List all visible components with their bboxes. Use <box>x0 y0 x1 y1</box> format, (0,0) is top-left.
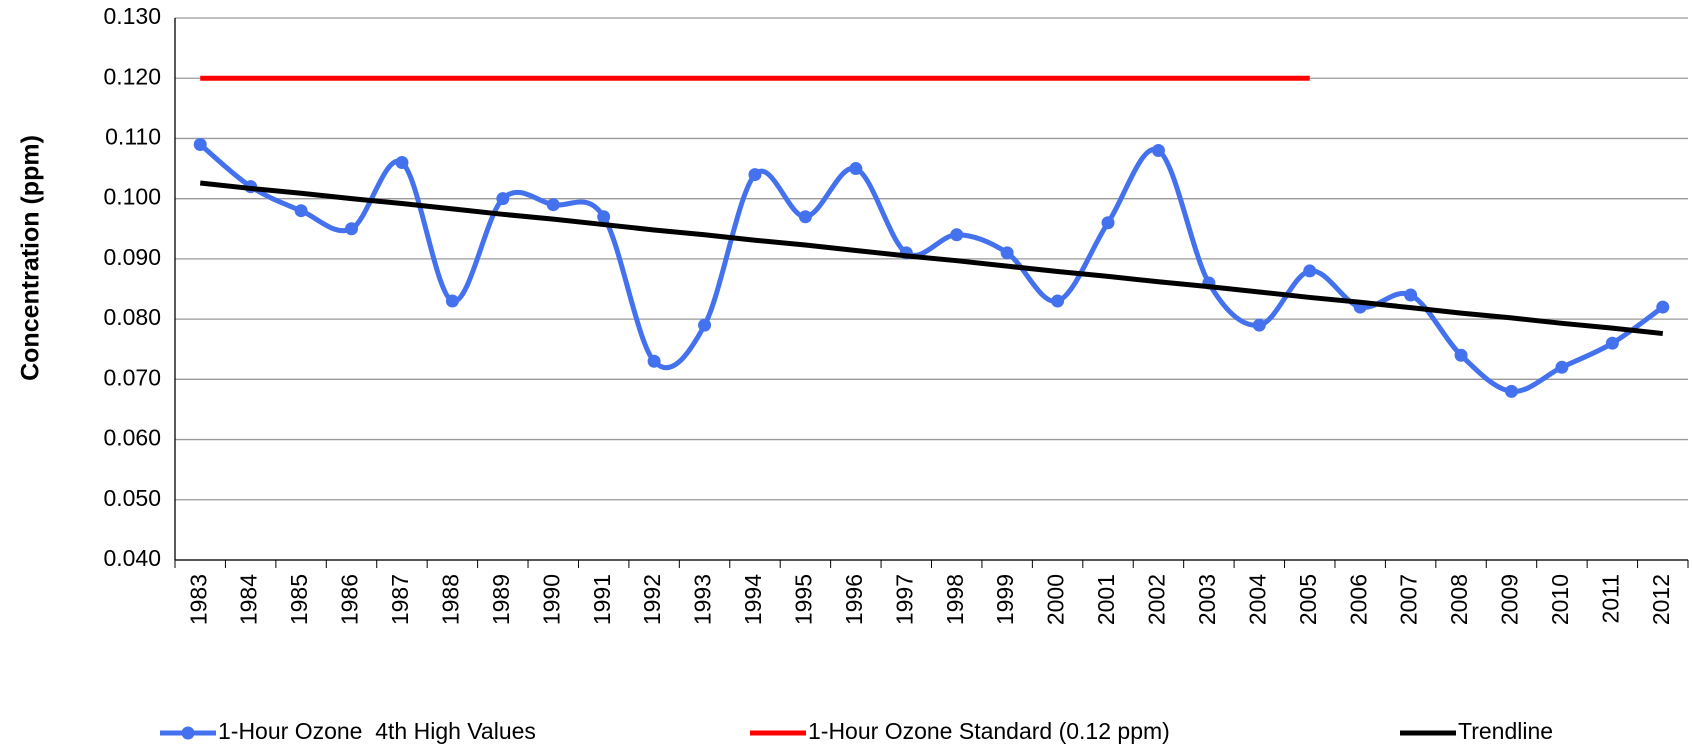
x-tick-label: 1999 <box>992 574 1018 625</box>
x-tick-label: 1993 <box>690 574 716 625</box>
y-tick-label: 0.070 <box>103 364 161 390</box>
x-tick-label: 2003 <box>1194 574 1220 625</box>
point <box>1454 348 1468 362</box>
point <box>1101 216 1115 230</box>
x-tick-label: 1990 <box>538 574 564 625</box>
point <box>445 294 459 308</box>
x-tick-label: 1988 <box>437 574 463 625</box>
point <box>345 222 359 236</box>
x-tick-label: 1983 <box>185 574 211 625</box>
x-tick-label: 2001 <box>1093 574 1119 625</box>
legend-label: 1-Hour Ozone 4th High Values <box>218 718 536 744</box>
point <box>950 228 964 242</box>
x-tick-label: 1989 <box>488 574 514 625</box>
x-tick-label: 2011 <box>1597 574 1623 623</box>
point <box>1000 246 1014 260</box>
x-tick-label: 2009 <box>1497 574 1523 625</box>
point <box>1303 264 1317 278</box>
point <box>395 156 409 170</box>
y-tick-label: 0.080 <box>103 304 161 330</box>
x-tick-label: 1991 <box>589 574 615 625</box>
series-line <box>198 142 1665 394</box>
x-tick-label: 2006 <box>1345 574 1371 625</box>
x-tick-label: 2005 <box>1295 574 1321 625</box>
point <box>748 168 762 182</box>
y-tick-label: 0.130 <box>103 3 161 29</box>
y-tick-label: 0.120 <box>103 63 161 89</box>
x-tick-label: 1995 <box>790 574 816 625</box>
point <box>294 204 308 218</box>
x-tick-label: 1997 <box>891 574 917 625</box>
y-tick-label: 0.040 <box>103 545 161 571</box>
point <box>1252 318 1266 332</box>
point <box>496 192 510 206</box>
x-tick-label: 2010 <box>1547 574 1573 625</box>
series-line <box>199 180 1664 337</box>
point <box>698 318 712 332</box>
point <box>647 354 661 368</box>
point <box>1051 294 1065 308</box>
x-tick-label: 2004 <box>1244 574 1270 625</box>
legend-label: 1-Hour Ozone Standard (0.12 ppm) <box>808 718 1170 744</box>
x-tick-label: 2007 <box>1396 574 1422 625</box>
y-tick-label: 0.050 <box>103 485 161 511</box>
point <box>1504 384 1518 398</box>
x-tick-label: 1996 <box>841 574 867 625</box>
x-tick-label: 1986 <box>337 574 363 625</box>
point <box>1555 360 1569 374</box>
legend-marker <box>181 726 195 740</box>
y-tick-label: 0.060 <box>103 425 161 451</box>
x-tick-label: 1994 <box>740 574 766 625</box>
point <box>546 198 560 212</box>
point <box>1605 336 1619 350</box>
x-tick-label: 1998 <box>942 574 968 625</box>
point <box>1151 143 1165 157</box>
y-tick-label: 0.110 <box>105 124 161 150</box>
point <box>1656 300 1670 314</box>
x-tick-label: 1987 <box>387 574 413 625</box>
x-tick-label: 2000 <box>1043 574 1069 625</box>
x-tick-label: 1985 <box>286 574 312 625</box>
point <box>193 137 207 151</box>
x-tick-label: 2008 <box>1446 574 1472 625</box>
x-tick-label: 2002 <box>1144 574 1170 625</box>
y-tick-label: 0.100 <box>103 184 161 210</box>
point <box>798 210 812 224</box>
x-tick-label: 1984 <box>236 574 262 625</box>
y-tick-label: 0.090 <box>103 244 161 270</box>
x-tick-label: 1992 <box>639 574 665 625</box>
point <box>597 210 611 224</box>
point <box>849 162 863 176</box>
y-axis-title: Concentration (ppm) <box>17 135 45 381</box>
point <box>1404 288 1418 302</box>
legend-label: Trendline <box>1458 718 1553 744</box>
x-tick-label: 2012 <box>1648 574 1674 625</box>
